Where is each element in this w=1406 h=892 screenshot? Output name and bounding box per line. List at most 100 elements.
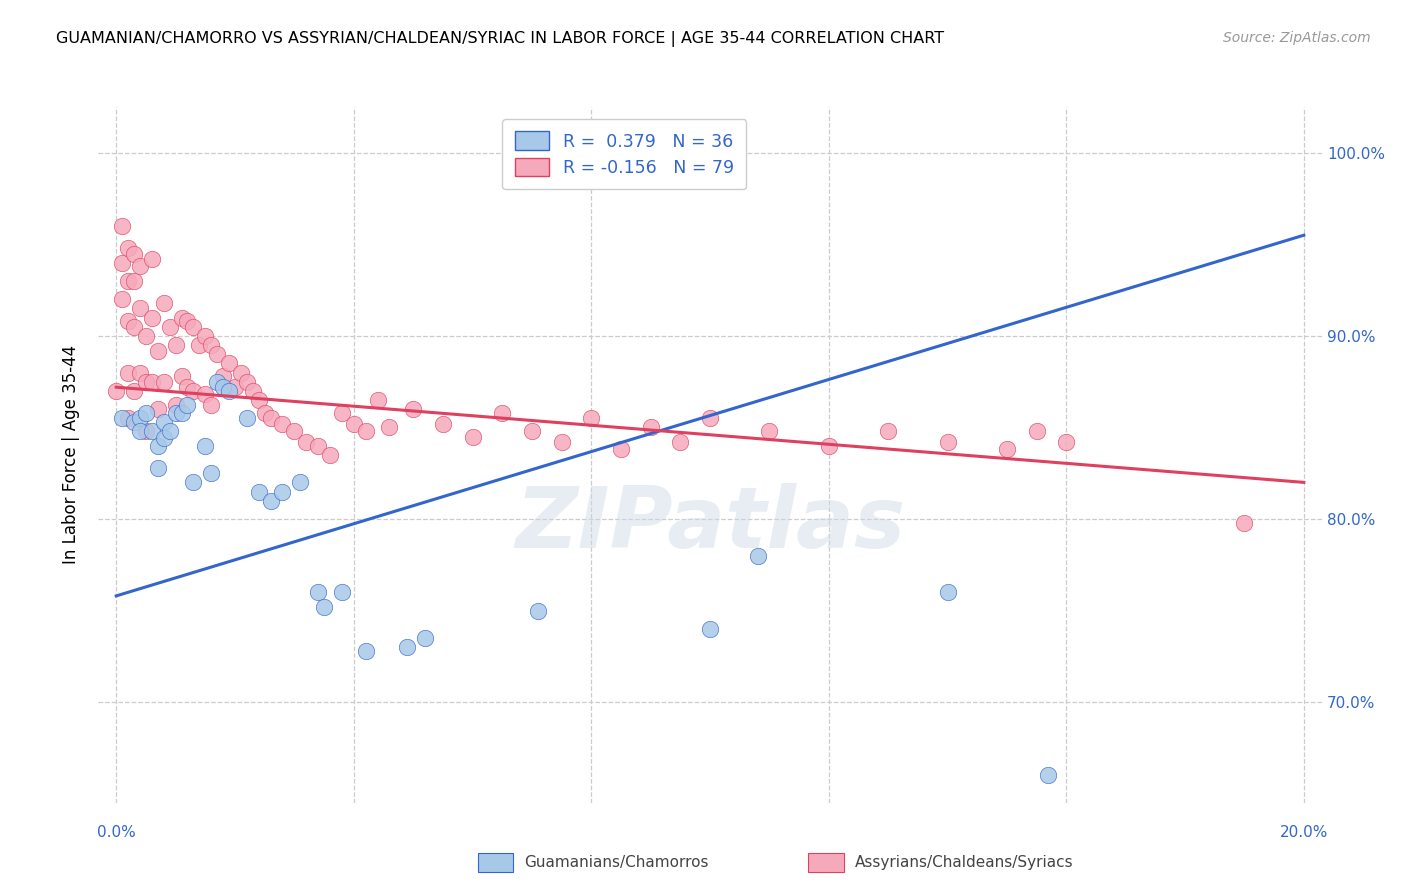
Point [170, 369, 193, 384]
Point [170, 310, 193, 325]
Point [330, 585, 353, 599]
Point [699, 411, 721, 425]
Point [312, 599, 335, 614]
Point [176, 399, 198, 413]
Point [1233, 516, 1256, 530]
Point [229, 366, 252, 380]
Point [200, 467, 222, 481]
Point [111, 293, 134, 307]
Point [146, 460, 169, 475]
Point [194, 439, 217, 453]
Point [366, 392, 388, 407]
Point [159, 424, 181, 438]
Point [122, 246, 145, 260]
Point [218, 384, 240, 398]
Point [183, 384, 205, 398]
Point [129, 301, 152, 316]
Point [699, 622, 721, 636]
Point [218, 356, 240, 370]
Point [758, 424, 780, 438]
Point [402, 402, 425, 417]
Point [936, 435, 959, 450]
Point [343, 417, 366, 431]
Point [122, 319, 145, 334]
Point [491, 406, 513, 420]
Point [669, 435, 692, 450]
Point [146, 343, 169, 358]
Legend: R =  0.379   N = 36, R = -0.156   N = 79: R = 0.379 N = 36, R = -0.156 N = 79 [502, 120, 747, 189]
Point [1038, 768, 1060, 782]
Point [176, 314, 198, 328]
Point [936, 585, 959, 599]
Point [295, 435, 318, 450]
Point [117, 366, 139, 380]
Point [194, 329, 217, 343]
Point [117, 274, 139, 288]
Text: ZIPatlas: ZIPatlas [515, 483, 905, 566]
Point [247, 484, 270, 499]
Text: Source: ZipAtlas.com: Source: ZipAtlas.com [1223, 31, 1371, 45]
Point [152, 415, 174, 429]
Point [432, 417, 454, 431]
Point [200, 399, 222, 413]
Point [242, 384, 264, 398]
Point [141, 424, 163, 438]
Point [111, 411, 134, 425]
Point [205, 375, 228, 389]
Point [165, 406, 187, 420]
Point [141, 375, 163, 389]
Point [271, 484, 294, 499]
Text: GUAMANIAN/CHAMORRO VS ASSYRIAN/CHALDEAN/SYRIAC IN LABOR FORCE | AGE 35-44 CORREL: GUAMANIAN/CHAMORRO VS ASSYRIAN/CHALDEAN/… [56, 31, 945, 47]
Point [413, 631, 436, 645]
Text: 0.0%: 0.0% [97, 825, 135, 839]
Point [550, 435, 572, 450]
Point [200, 338, 222, 352]
Point [747, 549, 769, 563]
Point [183, 475, 205, 490]
Point [259, 411, 281, 425]
Point [111, 219, 134, 233]
Point [152, 375, 174, 389]
Point [129, 366, 152, 380]
Point [354, 644, 377, 658]
Point [212, 380, 235, 394]
Point [117, 411, 139, 425]
Point [995, 442, 1018, 457]
Point [135, 329, 157, 343]
Point [224, 380, 246, 394]
Point [330, 406, 353, 420]
Point [165, 338, 187, 352]
Point [817, 439, 839, 453]
Point [105, 384, 128, 398]
Point [117, 241, 139, 255]
Point [259, 493, 281, 508]
Point [307, 585, 329, 599]
Point [520, 424, 543, 438]
Point [271, 417, 294, 431]
Point [1054, 435, 1077, 450]
Point [152, 296, 174, 310]
Point [253, 406, 276, 420]
Point [877, 424, 900, 438]
Point [129, 424, 152, 438]
Point [146, 402, 169, 417]
Point [378, 420, 401, 434]
Point [152, 432, 174, 446]
Text: Guamanians/Chamorros: Guamanians/Chamorros [524, 855, 709, 870]
Point [135, 406, 157, 420]
Point [236, 411, 259, 425]
Y-axis label: In Labor Force | Age 35-44: In Labor Force | Age 35-44 [62, 345, 80, 565]
Point [183, 319, 205, 334]
Point [117, 314, 139, 328]
Point [176, 380, 198, 394]
Point [212, 369, 235, 384]
Point [170, 406, 193, 420]
Point [354, 424, 377, 438]
Point [122, 274, 145, 288]
Point [129, 411, 152, 425]
Point [461, 429, 484, 443]
Point [141, 252, 163, 266]
Point [194, 387, 217, 401]
Point [205, 347, 228, 361]
Point [581, 411, 603, 425]
